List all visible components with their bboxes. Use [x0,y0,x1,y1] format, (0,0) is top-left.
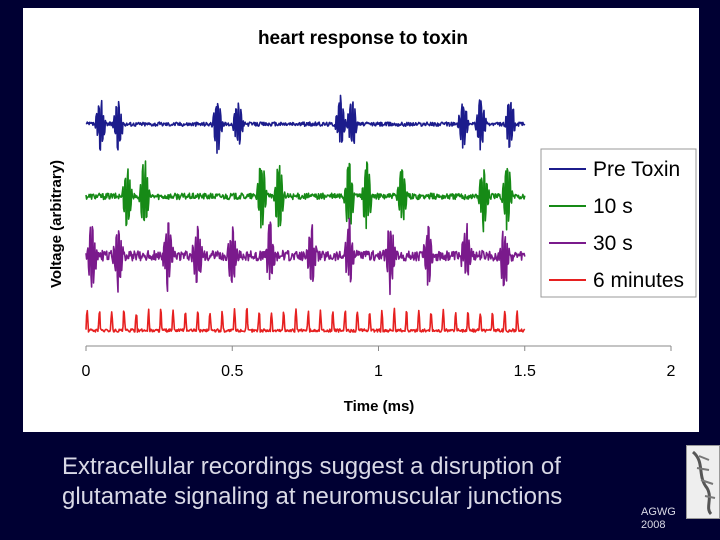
x-axis-label: Time (ms) [344,398,415,415]
y-axis-label: Voltage (arbitrary) [48,160,65,288]
slide-caption: Extracellular recordings suggest a disru… [62,452,662,512]
series-line-1 [85,160,526,233]
x-tick-label: 2 [667,363,676,380]
line-chart: heart response to toxin Voltage (arbitra… [48,28,697,415]
legend-label: 30 s [593,232,633,255]
x-tick-label: 1 [374,363,383,380]
x-tick-label: 0 [82,363,91,380]
credit-text: AGWG 2008 [641,506,676,532]
legend-label: 6 minutes [593,269,684,292]
credit-line-2: 2008 [641,519,666,531]
legend-box [540,148,697,298]
legend-label: 10 s [593,195,633,218]
chart-title: heart response to toxin [258,28,468,49]
series-line-3 [85,307,526,333]
logo-image [686,445,720,519]
x-tick-label: 0.5 [221,363,243,380]
credit-line-1: AGWG [641,506,676,518]
series-line-0 [85,94,526,154]
legend-label: Pre Toxin [593,158,680,181]
chart-panel: heart response to toxin Voltage (arbitra… [23,8,699,432]
caption-line-1: Extracellular recordings suggest a disru… [62,453,561,480]
x-tick-label: 1.5 [514,363,536,380]
caption-line-2: glutamate signaling at neuromuscular jun… [62,483,563,510]
series-line-2 [85,217,526,296]
